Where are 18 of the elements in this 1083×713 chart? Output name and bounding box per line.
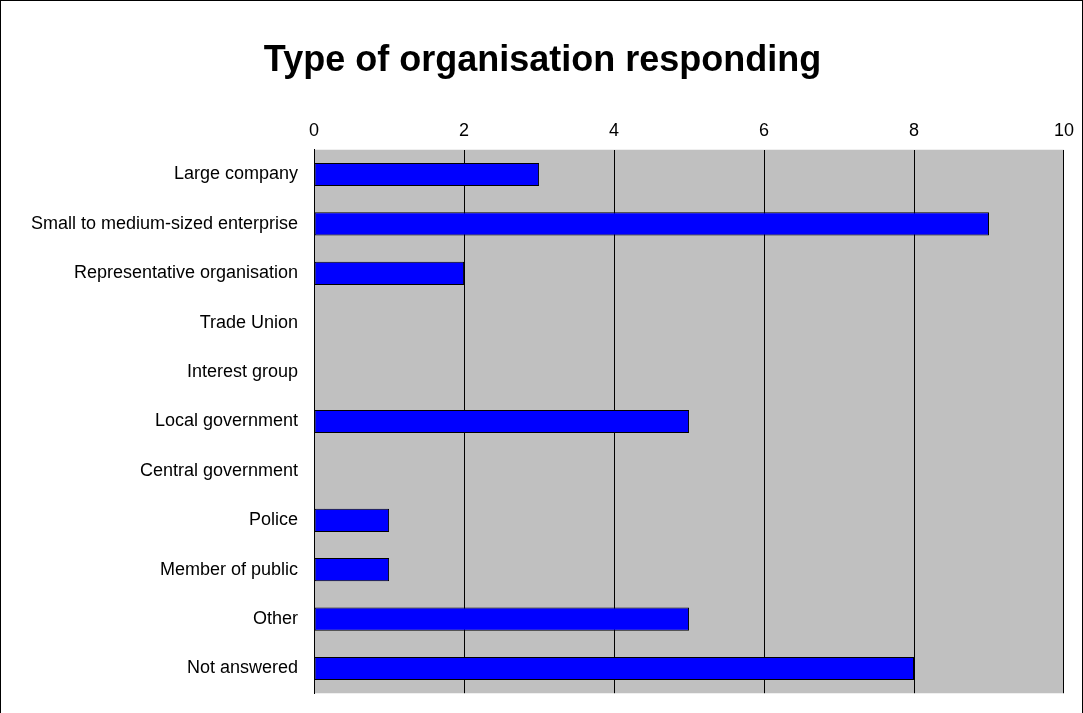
chart-title: Type of organisation responding <box>263 37 822 79</box>
y-tick-label: Member of public <box>160 558 299 579</box>
x-tick-label: 0 <box>309 119 320 140</box>
y-tick-label: Not answered <box>187 657 299 678</box>
y-tick-label: Representative organisation <box>73 262 299 283</box>
x-tick-label: 8 <box>909 119 920 140</box>
y-tick-label: Small to medium-sized enterprise <box>30 212 299 233</box>
x-tick-label: 2 <box>459 119 470 140</box>
y-tick-label: Interest group <box>187 361 299 382</box>
y-tick-label: Large company <box>174 163 299 184</box>
x-tick-label: 4 <box>609 119 620 140</box>
y-tick-label: Other <box>253 608 299 629</box>
y-tick-label: Local government <box>155 410 299 431</box>
y-tick-label: Trade Union <box>199 311 299 332</box>
x-tick-label: 10 <box>1053 119 1074 140</box>
x-tick-label: 6 <box>759 119 770 140</box>
y-tick-label: Police <box>249 509 299 530</box>
y-tick-label: Central government <box>140 459 299 480</box>
